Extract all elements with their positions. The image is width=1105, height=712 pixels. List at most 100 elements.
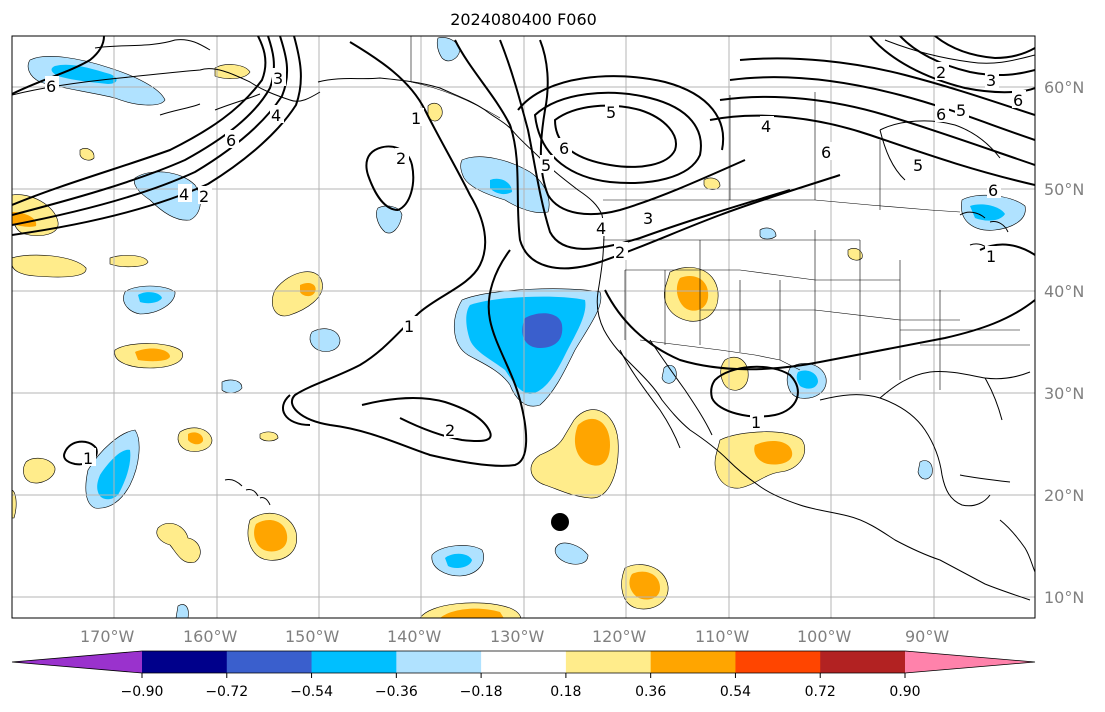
- positive-anomaly: [156, 523, 201, 564]
- svg-text:6: 6: [46, 77, 56, 96]
- colorbar-tick-label: 0.36: [635, 684, 666, 700]
- political-borders: [410, 36, 1030, 390]
- svg-text:3: 3: [986, 71, 996, 90]
- positive-anomaly: [188, 432, 204, 445]
- positive-anomaly: [720, 356, 749, 391]
- negative-anomaly: [221, 379, 243, 394]
- svg-text:5: 5: [606, 103, 616, 122]
- lon-label: 100°W: [797, 627, 852, 646]
- negative-anomaly: [376, 205, 403, 234]
- negative-anomaly: [436, 37, 461, 62]
- svg-text:1: 1: [751, 413, 761, 432]
- colorbar-extend-high: [905, 651, 1035, 673]
- colorbar-ticks: −0.90 −0.72 −0.54 −0.36 −0.18 0.18 0.36 0.54 0.7…: [121, 673, 921, 700]
- negative-anomaly: [970, 204, 1005, 221]
- colorbar-tick-label: 0.54: [720, 684, 751, 700]
- lon-label: 110°W: [695, 627, 750, 646]
- svg-text:1: 1: [411, 109, 421, 128]
- colorbar-extend-low: [12, 651, 142, 673]
- svg-text:6: 6: [821, 143, 831, 162]
- svg-text:4: 4: [761, 117, 771, 136]
- lat-label: 50°N: [1044, 180, 1084, 199]
- svg-text:2: 2: [615, 243, 625, 262]
- anomaly-shading: [12, 37, 1026, 618]
- positive-anomaly: [79, 148, 95, 161]
- colorbar-tick-label: −0.72: [205, 684, 248, 700]
- negative-anomaly: [917, 460, 933, 480]
- positive-anomaly: [271, 271, 323, 317]
- colorbar-segment: [142, 651, 228, 673]
- colorbar-tick-label: 0.18: [550, 684, 581, 700]
- negative-anomaly: [796, 370, 818, 389]
- svg-text:6: 6: [226, 131, 236, 150]
- positive-anomaly: [12, 254, 87, 278]
- colorbar-segment: [226, 651, 313, 673]
- colorbar-tick-label: −0.54: [290, 684, 333, 700]
- colorbar-tick-label: −0.36: [375, 684, 418, 700]
- svg-text:6: 6: [1013, 91, 1023, 110]
- negative-anomaly: [759, 227, 777, 240]
- lat-label: 20°N: [1044, 486, 1084, 505]
- negative-anomaly: [309, 328, 341, 352]
- svg-text:6: 6: [988, 181, 998, 200]
- negative-anomaly: [445, 553, 472, 568]
- positive-anomaly: [574, 418, 610, 466]
- svg-text:2: 2: [445, 421, 455, 440]
- longitude-labels: 170°W 160°W 150°W 140°W 130°W 120°W 110°…: [80, 627, 949, 646]
- map-title: 2024080400 F060: [450, 10, 597, 29]
- svg-text:3: 3: [273, 69, 283, 88]
- map-frame: [11, 35, 1036, 619]
- latitude-labels: 60°N 50°N 40°N 30°N 20°N 10°N: [1044, 78, 1084, 607]
- colorbar-segment: [311, 651, 397, 673]
- positive-anomaly: [254, 519, 288, 552]
- svg-text:2: 2: [199, 187, 209, 206]
- svg-text:5: 5: [913, 156, 923, 175]
- colorbar-segment: [565, 651, 652, 673]
- negative-anomaly: [51, 64, 117, 84]
- lon-label: 140°W: [387, 627, 442, 646]
- lon-label: 170°W: [80, 627, 135, 646]
- svg-text:1: 1: [404, 317, 414, 336]
- colorbar-segment: [650, 651, 736, 673]
- colorbar-segment: [396, 651, 482, 673]
- lon-label: 150°W: [285, 627, 340, 646]
- positive-anomaly: [754, 440, 793, 465]
- svg-text:1: 1: [986, 247, 996, 266]
- svg-text:4: 4: [271, 106, 281, 125]
- svg-text:4: 4: [179, 185, 189, 204]
- svg-text:6: 6: [936, 105, 946, 124]
- svg-text:2: 2: [936, 63, 946, 82]
- svg-text:5: 5: [956, 101, 966, 120]
- svg-text:5: 5: [541, 156, 551, 175]
- svg-text:4: 4: [596, 219, 606, 238]
- positive-anomaly: [847, 248, 863, 261]
- negative-anomaly: [138, 292, 162, 304]
- colorbar: [11, 650, 1036, 674]
- positive-anomaly: [214, 64, 251, 79]
- lat-label: 40°N: [1044, 282, 1084, 301]
- graticule: [12, 36, 1035, 618]
- colorbar-segment: [820, 651, 906, 673]
- colorbar-tick-label: 0.72: [805, 684, 836, 700]
- positive-anomaly: [259, 431, 279, 442]
- lon-label: 130°W: [490, 627, 545, 646]
- negative-anomaly: [522, 313, 563, 348]
- positive-anomaly: [629, 571, 660, 600]
- positive-anomaly: [676, 276, 709, 311]
- lon-label: 160°W: [183, 627, 238, 646]
- lat-label: 10°N: [1044, 588, 1084, 607]
- lat-label: 60°N: [1044, 78, 1084, 97]
- positive-anomaly: [12, 489, 17, 519]
- contour-labels: 6 4 2 6 4 3 1 2 1 2 1 6 5 5 4 3 2 4 6 6 …: [45, 62, 1026, 468]
- colorbar-segment: [481, 651, 567, 673]
- svg-text:6: 6: [559, 139, 569, 158]
- lon-label: 120°W: [592, 627, 647, 646]
- positive-anomaly: [703, 177, 721, 190]
- colorbar-tick-label: 0.90: [889, 684, 920, 700]
- positive-anomaly: [440, 608, 504, 618]
- svg-text:1: 1: [83, 449, 93, 468]
- colorbar-tick-label: −0.90: [121, 684, 164, 700]
- positive-anomaly: [109, 255, 149, 268]
- lat-label: 30°N: [1044, 384, 1084, 403]
